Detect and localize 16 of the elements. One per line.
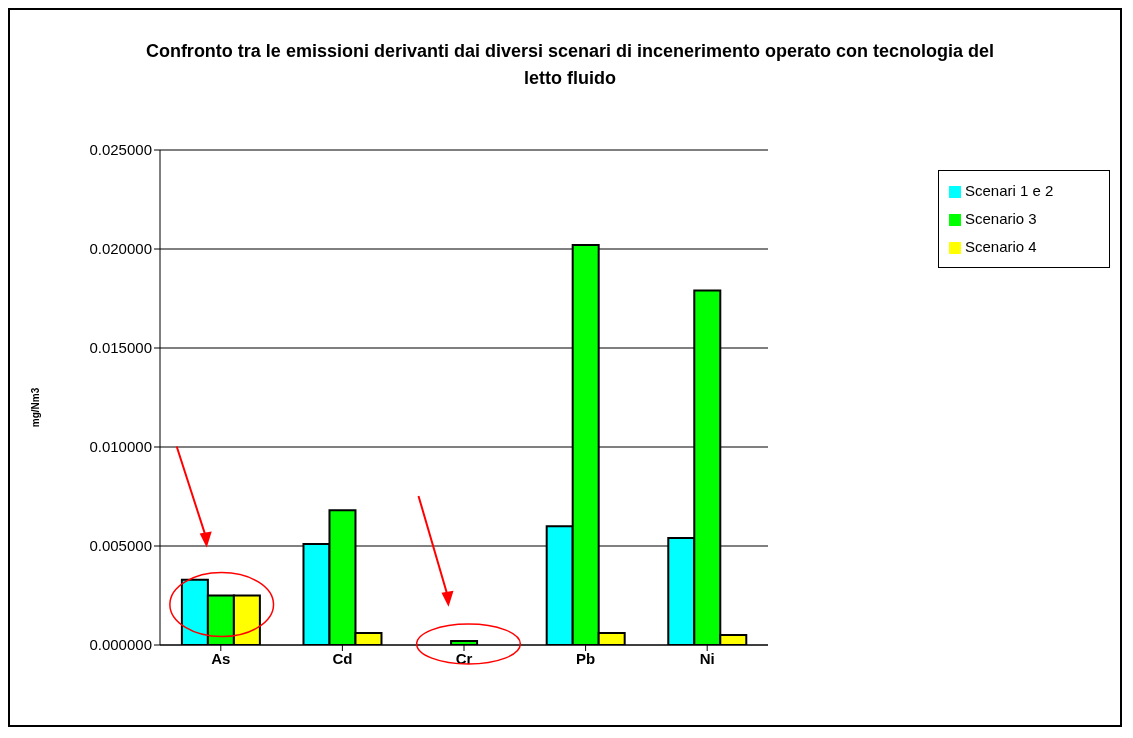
x-tick-label: Cd	[332, 649, 353, 667]
legend-label: Scenario 4	[965, 238, 1037, 255]
x-tick-label: Ni	[699, 649, 715, 667]
y-tick-label: 0.015000	[89, 339, 152, 357]
y-tick-label: 0.000000	[89, 636, 152, 654]
y-axis-title: mg/Nm3	[30, 387, 42, 427]
x-tick-label: Cr	[455, 649, 473, 667]
legend-label: Scenario 3	[965, 210, 1037, 227]
y-tick-label: 0.020000	[89, 240, 152, 258]
y-tick-label: 0.010000	[89, 438, 152, 456]
chart-title: Confronto tra le emissioni derivanti dai diversi scenari di incenerimento operato con tecnologia del letto fluido	[144, 40, 996, 90]
y-tick-label: 0.005000	[89, 537, 152, 555]
legend-label: Scenari 1 e 2	[965, 182, 1054, 199]
y-tick-label: 0.025000	[89, 141, 152, 159]
x-tick-label: Pb	[576, 649, 596, 667]
x-tick-label: As	[211, 649, 231, 667]
